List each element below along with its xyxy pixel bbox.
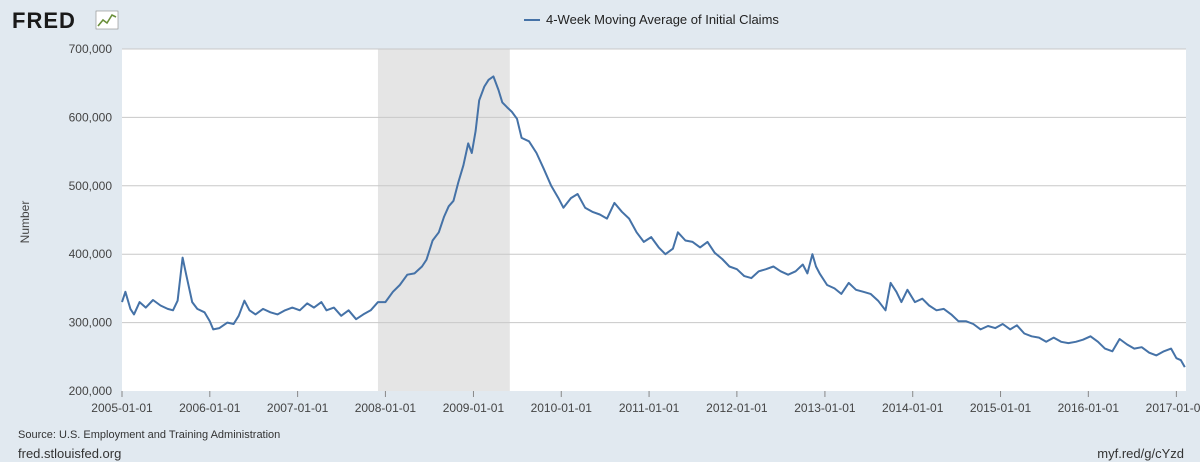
y-tick-label: 600,000: [69, 110, 113, 124]
x-tick-label: 2010-01-01: [531, 401, 593, 415]
x-tick-label: 2007-01-01: [267, 401, 329, 415]
fred-logo[interactable]: FRED: [12, 8, 119, 33]
source-text: Source: U.S. Employment and Training Adm…: [18, 429, 281, 441]
x-tick-label: 2013-01-01: [794, 401, 856, 415]
y-axis-title: Number: [18, 201, 32, 244]
legend-label: 4-Week Moving Average of Initial Claims: [546, 12, 779, 27]
plot-area: [122, 49, 1186, 391]
series-line: [121, 75, 1186, 368]
fred-logo-text: FRED: [12, 8, 76, 33]
y-tick-label: 700,000: [69, 42, 113, 56]
x-tick-label: 2016-01-01: [1058, 401, 1120, 415]
x-tick-label: 2015-01-01: [970, 401, 1032, 415]
site-link[interactable]: fred.stlouisfed.org: [18, 446, 122, 461]
legend: 4-Week Moving Average of Initial Claims: [524, 12, 779, 27]
x-tick-label: 2005-01-01: [91, 401, 153, 415]
y-tick-label: 200,000: [69, 384, 113, 398]
short-link[interactable]: myf.red/g/cYzd: [1097, 446, 1184, 461]
fred-logo-graph-icon: [95, 10, 119, 30]
x-tick-label: 2006-01-01: [179, 401, 241, 415]
y-tick-label: 400,000: [69, 247, 113, 261]
x-tick-label: 2011-01-01: [619, 401, 680, 415]
x-tick-label: 2012-01-01: [706, 401, 768, 415]
y-tick-label: 500,000: [69, 179, 113, 193]
x-tick-label: 2017-01-01: [1146, 401, 1200, 415]
x-tick-label: 2014-01-01: [882, 401, 944, 415]
y-tick-label: 300,000: [69, 316, 113, 330]
x-tick-label: 2008-01-01: [355, 401, 417, 415]
x-tick-label: 2009-01-01: [443, 401, 505, 415]
